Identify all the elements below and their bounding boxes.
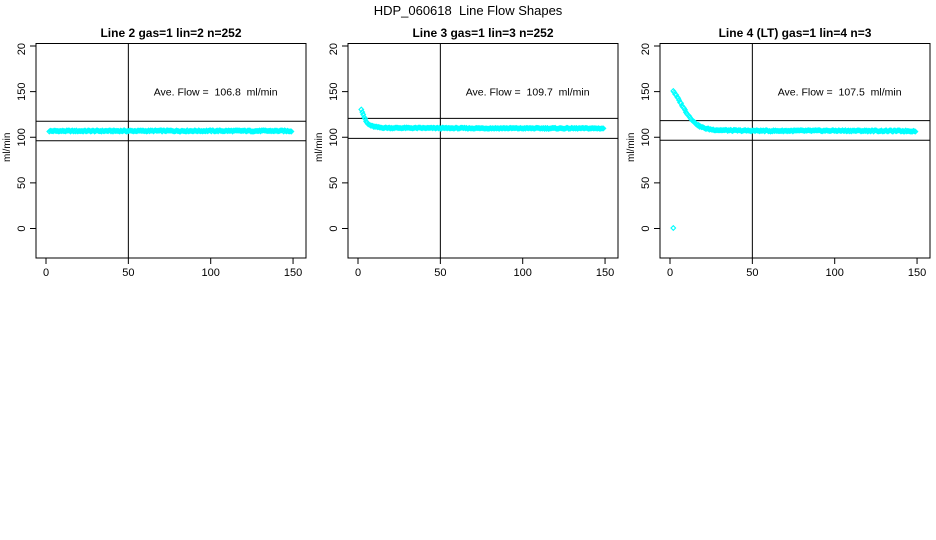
data-point	[598, 125, 605, 132]
panel-line4: Line 4 (LT) gas=1 lin=4 n=3 0 50 100 150 200…	[624, 26, 936, 283]
y-tick-label: 100	[16, 128, 28, 146]
y-tick-label: 100	[328, 128, 340, 146]
x-tick-label: 50	[434, 267, 446, 279]
plot-box	[659, 43, 931, 259]
data-point	[675, 95, 682, 102]
x-tick-label: 150	[908, 267, 926, 279]
panel-line2: Line 2 gas=1 lin=2 n=252 0 50 100 150 200 0 50…	[0, 26, 312, 283]
y-tick-label: 100	[640, 128, 652, 146]
ave-flow-annotation: Ave. Flow = 109.7 ml/min	[466, 86, 590, 98]
data-point	[118, 128, 125, 135]
y-axis-label: ml/min	[314, 133, 325, 162]
y-tick-label: 150	[640, 82, 652, 100]
y-tick-label: 50	[328, 177, 340, 189]
data-point	[912, 128, 919, 135]
y-tick-label: 0	[640, 225, 652, 231]
data-point	[211, 128, 218, 135]
data-point	[681, 106, 689, 113]
x-tick-label: 150	[284, 267, 302, 279]
x-tick-label: 0	[355, 267, 361, 279]
y-axis-label: ml/min	[626, 133, 637, 162]
x-tick-label: 100	[826, 267, 844, 279]
plot-box	[347, 43, 619, 259]
data-point	[367, 122, 374, 129]
ave-flow-annotation: Ave. Flow = 107.5 ml/min	[778, 86, 902, 98]
y-tick-label: 50	[640, 177, 652, 189]
panel-line3: Line 3 gas=1 lin=3 n=252 0 50 100 150 200 0 50…	[312, 26, 624, 283]
y-tick-label: 0	[328, 225, 340, 231]
data-point	[735, 127, 742, 134]
x-tick-label: 0	[667, 267, 673, 279]
panel-line4-title: Line 4 (LT) gas=1 lin=4 n=3	[718, 26, 872, 40]
y-tick-label: 200	[328, 43, 340, 55]
figure-title: HDP_060618 Line Flow Shapes	[373, 3, 563, 18]
data-point	[288, 128, 295, 135]
plot-line3: 0 50 100 150 200 0 50 100 150 ml/min Ave. Flow = 1…	[314, 43, 619, 279]
x-tick-label: 0	[43, 267, 49, 279]
data-series	[670, 87, 919, 232]
data-series	[358, 106, 607, 132]
data-point	[678, 100, 685, 107]
data-point	[600, 125, 607, 132]
x-tick-label: 100	[514, 267, 532, 279]
panel-line3-title: Line 3 gas=1 lin=3 n=252	[412, 26, 554, 40]
data-point	[360, 111, 367, 118]
data-point	[359, 109, 366, 116]
data-point	[358, 106, 365, 113]
plot-line2: 0 50 100 150 200 0 50 100 150 ml/min Ave. Flow = 1…	[2, 43, 307, 279]
ave-flow-annotation: Ave. Flow = 106.8 ml/min	[154, 86, 278, 98]
plot-box	[35, 43, 307, 259]
plot-line4: 0 50 100 150 200 0 50 100 150 ml/min Ave. Flow = 1…	[626, 43, 931, 279]
x-tick-label: 150	[596, 267, 614, 279]
y-tick-label: 200	[640, 43, 652, 55]
y-tick-label: 200	[16, 43, 28, 55]
data-series	[46, 127, 295, 135]
x-tick-label: 100	[202, 267, 220, 279]
x-tick-label: 50	[122, 267, 134, 279]
data-point	[362, 115, 369, 122]
data-point	[599, 125, 606, 132]
data-point	[894, 127, 901, 134]
data-point	[286, 128, 293, 135]
y-tick-label: 50	[16, 177, 28, 189]
y-tick-label: 0	[16, 225, 28, 231]
panel-line2-title: Line 2 gas=1 lin=2 n=252	[100, 26, 242, 40]
data-point	[287, 128, 294, 135]
y-tick-label: 150	[16, 82, 28, 100]
panels-row: Line 2 gas=1 lin=2 n=252 0 50 100 150 200 0 50…	[0, 26, 936, 283]
y-axis-label: ml/min	[2, 133, 13, 162]
outlier-point	[670, 224, 677, 232]
y-tick-label: 150	[328, 82, 340, 100]
x-tick-label: 50	[746, 267, 758, 279]
